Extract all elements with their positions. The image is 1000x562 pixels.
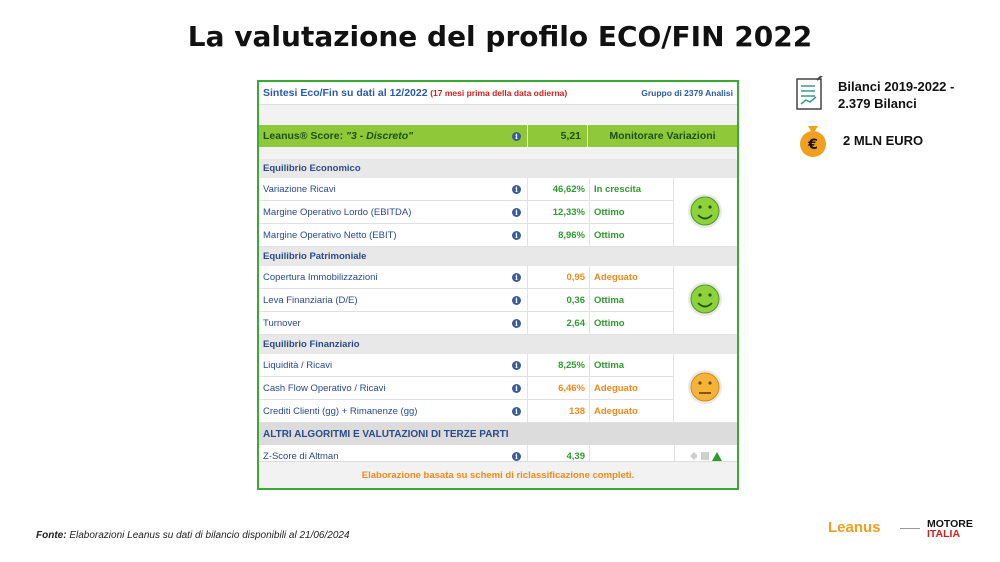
zscore-label: Z-Score di Altman [263,450,339,462]
info-icon[interactable]: i [512,207,521,217]
leanus-score-row: Leanus® Score: "3 - Discreto" i 5,21 Mon… [259,125,737,147]
triangle-up-icon [712,451,722,461]
row-value: 0,95 [527,266,589,288]
row-label: Margine Operativo Lordo (EBITDA) [263,206,412,218]
bilanci-line1: Bilanci 2019-2022 - [838,79,955,94]
score-status: Monitorare Variazioni [587,125,737,147]
money-text: 2 MLN EURO [843,133,924,148]
table-row: Leva Finanziaria (D/E) i 0,36 Ottima [259,289,673,312]
logo-divider [900,528,920,529]
table-row: Variazione Ricavi i 46,62% In crescita [259,178,673,201]
smiley-happy-icon [687,194,722,228]
row-value: 46,62% [527,178,589,200]
section-group: Variazione Ricavi i 46,62% In crescita Margi… [259,178,737,247]
info-icon[interactable]: i [512,131,521,141]
smiley-neutral-icon [687,370,722,404]
row-value: 6,46% [527,377,589,399]
document-chart-icon [796,76,824,110]
zscore-value: 4,39 [527,445,589,467]
row-label: Liquidità / Ricavi [263,359,333,371]
source-note: Fonte: Elaborazioni Leanus su dati di bi… [36,530,350,541]
score-rating: "3 - Discreto" [346,130,414,142]
row-value: 2,64 [527,312,589,334]
row-value: 138 [527,400,589,422]
source-text: Elaborazioni Leanus su dati di bilancio … [66,530,350,541]
date-warning: (17 mesi prima della data odierna) [430,88,568,98]
row-label: Margine Operativo Netto (EBIT) [263,229,397,241]
section-group: Copertura Immobilizzazioni i 0,95 Adeguato L… [259,266,737,335]
motore-italia-logo: MOTORE ITALIA [927,518,973,540]
info-icon[interactable]: i [512,230,521,240]
info-icon[interactable]: i [512,318,521,328]
section-title: Equilibrio Patrimoniale [259,247,737,266]
ecofin-panel: Sintesi Eco/Fin su dati al 12/2022 (17 m… [257,80,739,490]
row-status: Adeguato [589,266,673,288]
smiley-happy-icon [687,282,722,316]
euro-bag-icon: € [800,126,826,157]
section-group: Liquidità / Ricavi i 8,25% Ottima Cash Flow … [259,354,737,423]
row-status: Adeguato [589,377,673,399]
elaboration-note: Elaborazione basata su schemi di riclass… [259,461,737,488]
table-row: Margine Operativo Lordo (EBITDA) i 12,33% O… [259,201,673,224]
logo-motore: MOTORE [927,518,973,530]
smiley-cell [673,178,737,247]
row-label: Cash Flow Operativo / Ricavi [263,382,386,394]
row-label: Leva Finanziaria (D/E) [263,294,358,306]
info-icon[interactable]: i [512,451,521,461]
table-row: Margine Operativo Netto (EBIT) i 8,96% Otti… [259,224,673,247]
panel-title: Sintesi Eco/Fin su dati al 12/2022 [263,87,428,99]
score-value: 5,21 [527,125,587,147]
square-icon [701,452,709,460]
info-icon[interactable]: i [512,383,521,393]
row-value: 8,25% [527,354,589,376]
table-row: Liquidità / Ricavi i 8,25% Ottima [259,354,673,377]
zscore-indicator [674,445,737,467]
table-row: Crediti Clienti (gg) + Rimanenze (gg) i 13… [259,400,673,423]
row-label: Copertura Immobilizzazioni [263,271,378,283]
info-icon[interactable]: i [512,184,521,194]
row-value: 0,36 [527,289,589,311]
score-label: Leanus® Score: [263,130,344,142]
row-label: Turnover [263,317,301,329]
logo-italia: ITALIA [927,528,961,540]
row-status: Ottima [589,354,673,376]
slide-title: La valutazione del profilo ECO/FIN 2022 [187,20,813,53]
row-value: 12,33% [527,201,589,223]
smiley-cell [673,266,737,335]
row-status: Ottimo [589,224,673,246]
bilanci-line2: 2.379 Bilanci [838,96,917,111]
info-icon[interactable]: i [512,360,521,370]
svg-text:€: € [807,137,818,153]
section-title: Equilibrio Finanziario [259,335,737,354]
section-title: Equilibrio Economico [259,159,737,178]
row-status: Ottimo [589,312,673,334]
diamond-icon [690,452,698,460]
row-label: Variazione Ricavi [263,183,336,195]
table-row: Copertura Immobilizzazioni i 0,95 Adeguato [259,266,673,289]
info-icon[interactable]: i [512,272,521,282]
leanus-logo: Leanus [828,519,881,536]
sections-container: Equilibrio Economico Variazione Ricavi i 46… [259,159,737,423]
altri-section-title: ALTRI ALGORITMI E VALUTAZIONI DI TERZE P… [259,423,737,445]
table-row: Turnover i 2,64 Ottimo [259,312,673,335]
panel-header: Sintesi Eco/Fin su dati al 12/2022 (17 m… [259,82,737,105]
smiley-cell [673,354,737,423]
row-label: Crediti Clienti (gg) + Rimanenze (gg) [263,405,418,417]
row-status: Ottimo [589,201,673,223]
group-count: Gruppo di 2379 Analisi [641,88,733,98]
row-status: In crescita [589,178,673,200]
info-icon[interactable]: i [512,295,521,305]
bilanci-text: Bilanci 2019-2022 - 2.379 Bilanci [838,78,954,112]
row-value: 8,96% [527,224,589,246]
row-status: Ottima [589,289,673,311]
source-prefix: Fonte: [36,530,67,541]
panel-header-left: Sintesi Eco/Fin su dati al 12/2022 (17 m… [263,87,567,99]
info-icon[interactable]: i [512,406,521,416]
row-status: Adeguato [589,400,673,422]
table-row: Cash Flow Operativo / Ricavi i 6,46% Adegua… [259,377,673,400]
